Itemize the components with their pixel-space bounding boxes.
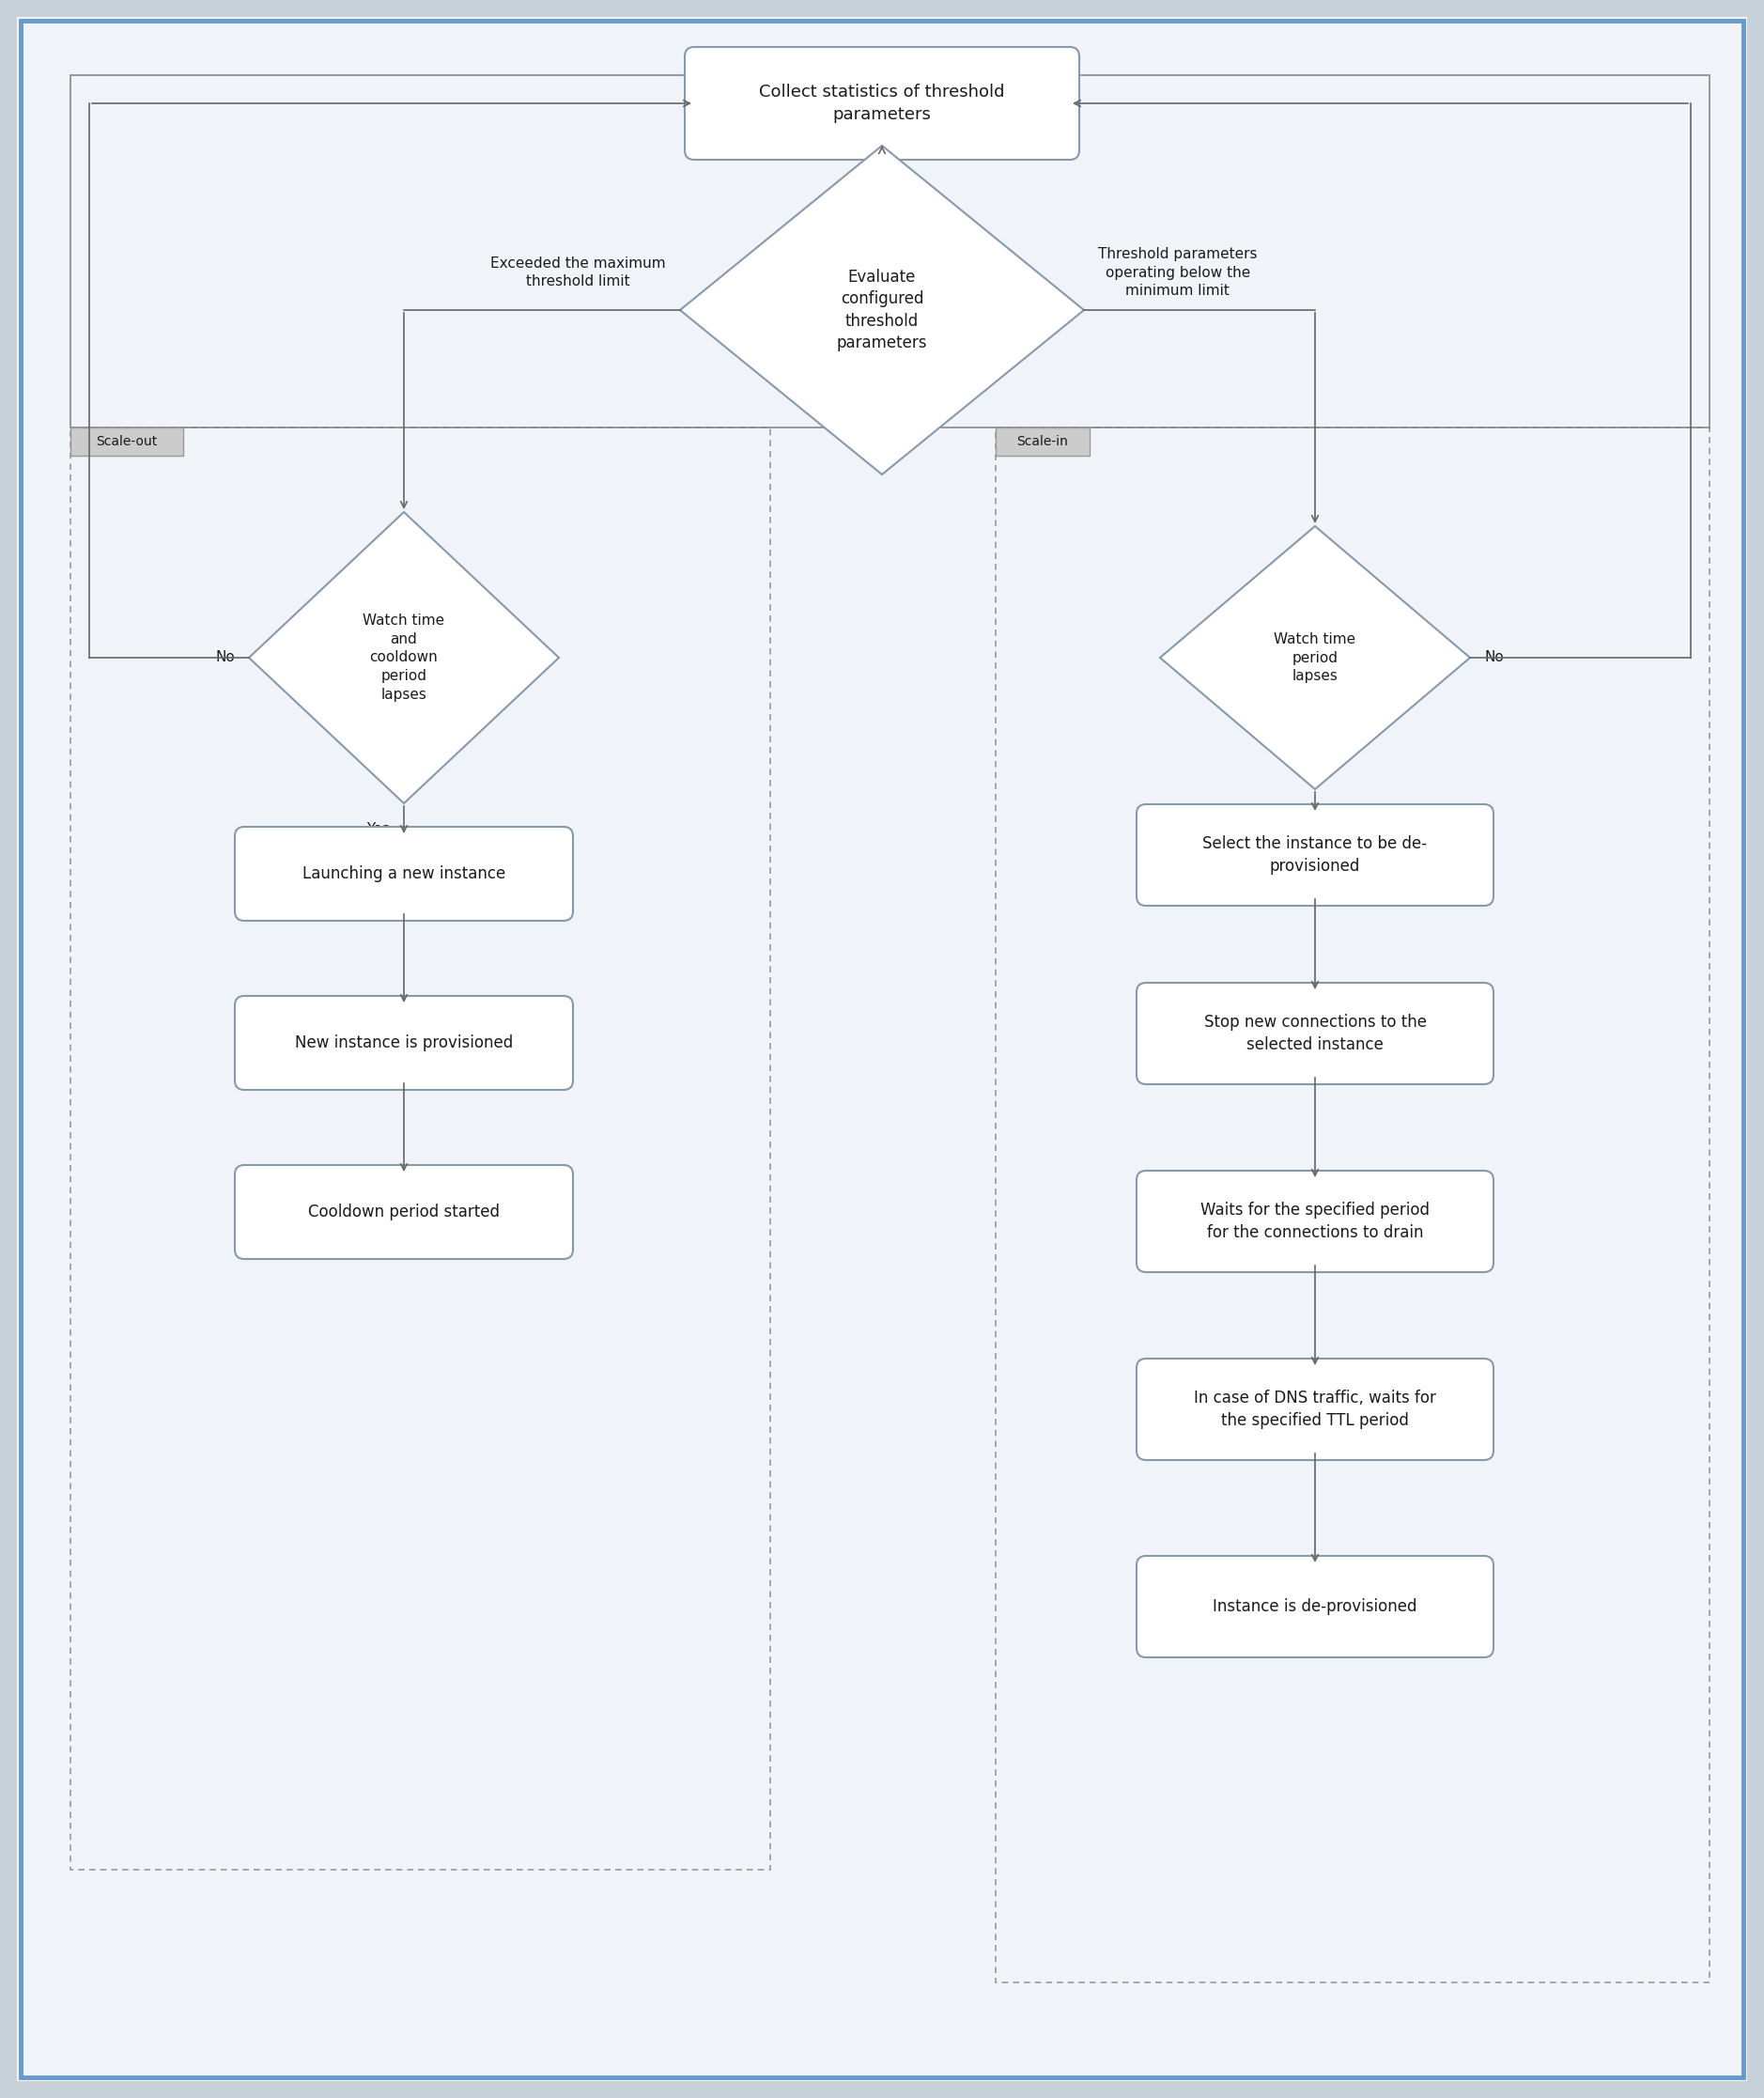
FancyBboxPatch shape [684, 46, 1080, 159]
Polygon shape [681, 145, 1083, 474]
Text: Instance is de-provisioned: Instance is de-provisioned [1214, 1599, 1416, 1615]
Text: New instance is provisioned: New instance is provisioned [295, 1034, 513, 1051]
Text: Scale-out: Scale-out [97, 434, 157, 449]
Text: Stop new connections to the
selected instance: Stop new connections to the selected ins… [1203, 1013, 1427, 1053]
Text: Exceeded the maximum
threshold limit: Exceeded the maximum threshold limit [490, 256, 667, 290]
FancyBboxPatch shape [1136, 1171, 1494, 1271]
Text: Threshold parameters
operating below the
minimum limit: Threshold parameters operating below the… [1097, 248, 1258, 298]
Text: Yes: Yes [367, 822, 390, 837]
Bar [71, 428, 183, 455]
Text: Cooldown period started: Cooldown period started [309, 1204, 499, 1221]
FancyBboxPatch shape [235, 1164, 573, 1259]
Text: Yes: Yes [1277, 808, 1300, 822]
Polygon shape [249, 512, 559, 804]
Text: Watch time
period
lapses: Watch time period lapses [1274, 631, 1357, 684]
Bar [71, 428, 771, 1869]
FancyBboxPatch shape [1136, 1557, 1494, 1657]
FancyBboxPatch shape [235, 827, 573, 921]
Text: Launching a new instance: Launching a new instance [302, 864, 506, 883]
Text: Collect statistics of threshold
parameters: Collect statistics of threshold paramete… [759, 84, 1005, 124]
Text: No: No [1484, 650, 1503, 665]
Text: Watch time
and
cooldown
period
lapses: Watch time and cooldown period lapses [363, 613, 445, 703]
Bar [71, 76, 1709, 428]
Polygon shape [1161, 527, 1469, 789]
FancyBboxPatch shape [1136, 804, 1494, 906]
Bar [995, 428, 1090, 455]
FancyBboxPatch shape [1136, 1360, 1494, 1460]
Text: Waits for the specified period
for the connections to drain: Waits for the specified period for the c… [1201, 1202, 1429, 1240]
Bar [995, 428, 1709, 1983]
Text: Scale-in: Scale-in [1016, 434, 1069, 449]
FancyBboxPatch shape [235, 997, 573, 1089]
Text: Evaluate
configured
threshold
parameters: Evaluate configured threshold parameters [836, 269, 928, 352]
Text: In case of DNS traffic, waits for
the specified TTL period: In case of DNS traffic, waits for the sp… [1194, 1389, 1436, 1429]
Text: Select the instance to be de-
provisioned: Select the instance to be de- provisione… [1203, 835, 1427, 875]
FancyBboxPatch shape [1136, 982, 1494, 1085]
Text: No: No [215, 650, 235, 665]
